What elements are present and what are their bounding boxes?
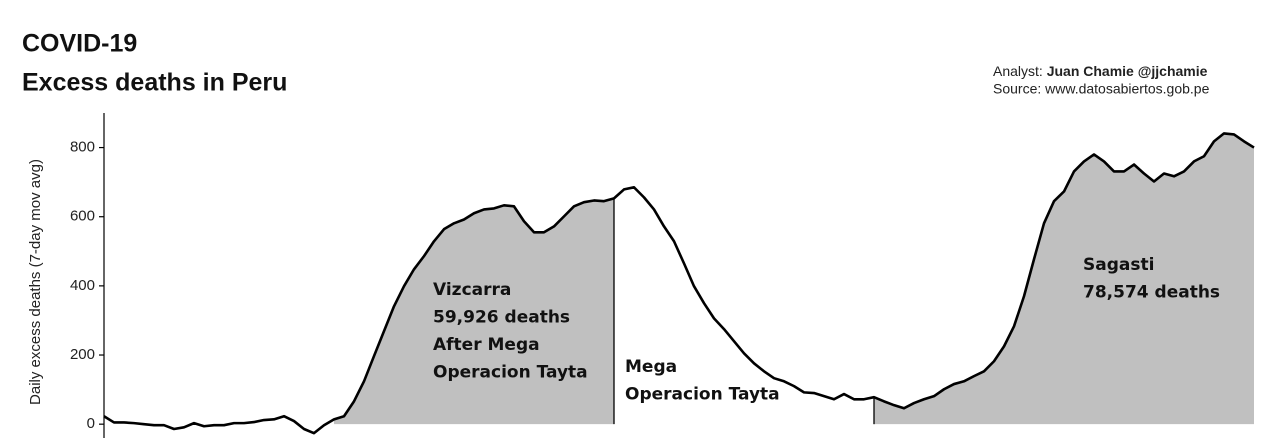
y-tick-label: 600: [70, 208, 95, 225]
analyst-label: Analyst:: [993, 63, 1043, 79]
shaded-area: [874, 133, 1254, 425]
period-label: Vizcarra: [433, 280, 511, 300]
chart-title: Excess deaths in Peru: [22, 69, 287, 97]
y-tick-label: 400: [70, 277, 95, 294]
period-label: Sagasti: [1083, 255, 1154, 275]
y-tick-label: 200: [70, 346, 95, 363]
chart-title: COVID-19: [22, 30, 137, 58]
period-label: After Mega: [433, 335, 540, 355]
y-tick-label: 800: [70, 139, 95, 156]
shaded-area: [334, 198, 614, 425]
y-tick-label: 0: [87, 415, 95, 432]
period-label: 59,926 deaths: [433, 308, 570, 328]
credit-analyst: Analyst: Juan Chamie @jjchamie: [993, 63, 1208, 79]
analyst-name: Juan Chamie @jjchamie: [1047, 63, 1208, 79]
credit-source: Source: www.datosabiertos.gob.pe: [993, 81, 1210, 97]
period-label: 78,574 deaths: [1083, 283, 1220, 303]
period-label: Operacion Tayta: [625, 385, 780, 405]
line: [103, 132, 1255, 435]
plot: 0 200 400 600 800 Vizcarra 59,926 deaths After …: [70, 113, 1255, 438]
period-label: Operacion Tayta: [433, 363, 588, 383]
period-label: Mega: [625, 357, 677, 377]
y-axis-label: Daily excess deaths (7-day mov avg): [27, 159, 44, 405]
